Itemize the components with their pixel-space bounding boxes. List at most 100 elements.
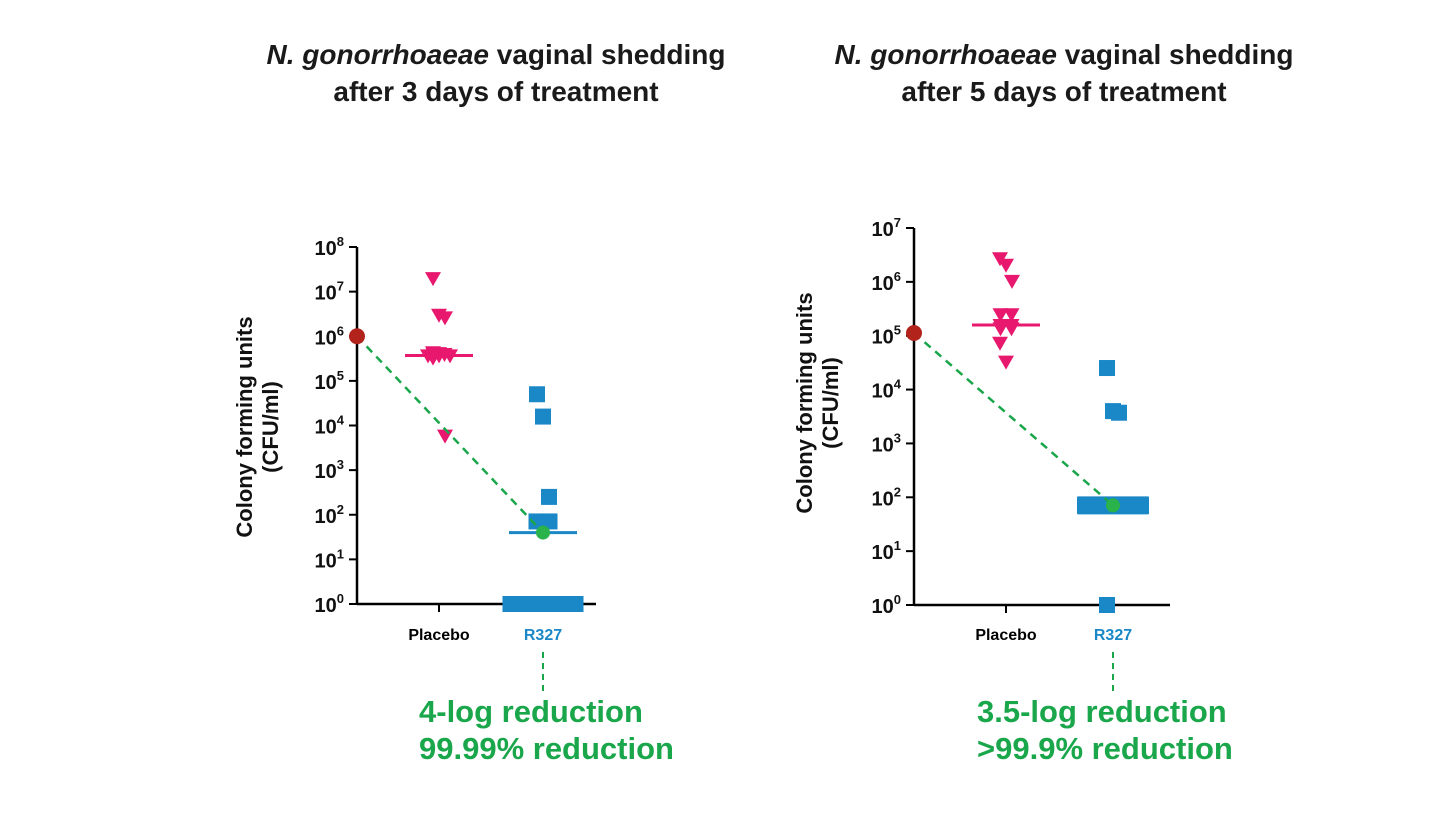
tick-base: 10: [872, 596, 894, 618]
chart-1-y-tick-label: 105: [315, 368, 344, 394]
tick-base: 10: [872, 488, 894, 510]
chart-2-y-tick-label: 102: [872, 484, 901, 510]
tick-exponent: 6: [894, 269, 901, 284]
tick-base: 10: [872, 219, 894, 241]
chart-1-placebo-point: [425, 351, 441, 366]
chart-1-log-reduction: 4-log reduction: [419, 694, 643, 729]
tick-base: 10: [315, 506, 337, 528]
chart-2-placebo-point: [1003, 308, 1020, 323]
chart-1-title-line2: after 3 days of treatment: [333, 76, 659, 107]
chart-1-y-tick-label: 100: [315, 591, 344, 617]
chart-2-r327-point: [1099, 360, 1115, 377]
chart-1-placebo-point: [437, 429, 453, 444]
tick-exponent: 4: [337, 413, 345, 428]
chart-1-title: N. gonorrhoaeae vaginal shedding after 3…: [216, 36, 776, 110]
chart-1-r327-point: [528, 596, 545, 612]
tick-exponent: 4: [894, 377, 902, 392]
tick-exponent: 8: [337, 234, 344, 249]
tick-base: 10: [315, 595, 337, 617]
chart-2-category-label-r327: R327: [1094, 627, 1132, 644]
chart-2-log-reduction: 3.5-log reduction: [977, 694, 1227, 729]
chart-1-y-tick-label: 104: [315, 413, 345, 439]
chart-1-title-species: N. gonorrhoaeae: [266, 39, 489, 70]
chart-1-placebo-point: [437, 311, 453, 326]
tick-exponent: 7: [894, 215, 901, 230]
chart-2-r327-median-dot: [1106, 498, 1120, 513]
chart-1-percent-reduction: 99.99% reduction: [419, 731, 674, 766]
chart-2-placebo-point: [998, 258, 1014, 273]
chart-1-y-tick-label: 103: [315, 457, 344, 483]
chart-1-r327-point: [541, 513, 558, 530]
chart-1-placebo-point: [442, 349, 458, 364]
chart-1-r327-point: [529, 386, 545, 403]
chart-1-title-rest: vaginal shedding: [489, 39, 726, 70]
chart-2-placebo-point: [1003, 322, 1020, 337]
tick-exponent: 5: [337, 368, 344, 383]
chart-1-category-label-placebo: Placebo: [408, 627, 470, 644]
chart-1-r327-point: [502, 596, 519, 612]
chart-2-placebo-point: [992, 308, 1009, 323]
chart-2-y-tick-label: 107: [872, 215, 901, 241]
tick-base: 10: [315, 283, 337, 305]
tick-base: 10: [872, 273, 894, 295]
chart-1-r327-point: [528, 513, 545, 530]
tick-exponent: 5: [894, 323, 901, 338]
chart-2-title-species: N. gonorrhoaeae: [834, 39, 1057, 70]
chart-1-r327-point: [535, 408, 551, 425]
chart-2-y-tick-label: 105: [872, 323, 901, 349]
chart-1-y-tick-label: 106: [315, 323, 344, 349]
chart-2-placebo-point: [992, 322, 1009, 337]
chart-2-title-rest: vaginal shedding: [1057, 39, 1294, 70]
tick-exponent: 7: [337, 279, 344, 294]
chart-1-y-tick-label: 101: [315, 546, 344, 572]
tick-base: 10: [872, 381, 894, 403]
chart-1-placebo-median-dot: [349, 328, 365, 345]
chart-2-r327-point: [1111, 404, 1127, 421]
chart-1-r327-point: [554, 596, 571, 612]
chart-1-r327-point: [541, 596, 558, 612]
chart-1-r327-point: [567, 596, 584, 612]
tick-base: 10: [315, 550, 337, 572]
tick-exponent: 3: [894, 430, 901, 445]
tick-exponent: 0: [894, 592, 901, 607]
chart-2-placebo-point: [1004, 274, 1020, 289]
chart-2-reduction-note: 3.5-log reduction >99.9% reduction: [977, 693, 1233, 767]
chart-1-reduction-trend-line: [356, 335, 544, 534]
chart-2-y-tick-label: 101: [872, 538, 901, 564]
chart-2-title: N. gonorrhoaeae vaginal shedding after 5…: [784, 36, 1344, 110]
chart-2-y-tick-label: 104: [872, 377, 902, 403]
tick-base: 10: [315, 327, 337, 349]
tick-exponent: 0: [337, 591, 344, 606]
chart-2-reduction-trend-line: [913, 332, 1114, 507]
chart-2-placebo-point: [992, 336, 1008, 351]
chart-1-r327-point: [541, 488, 557, 505]
chart-2-percent-reduction: >99.9% reduction: [977, 731, 1233, 766]
tick-base: 10: [315, 372, 337, 394]
chart-1-category-label-r327: R327: [524, 627, 562, 644]
chart-2-y-tick-label: 106: [872, 269, 901, 295]
chart-2-category-label-placebo: Placebo: [975, 627, 1037, 644]
tick-base: 10: [872, 542, 894, 564]
tick-exponent: 3: [337, 457, 344, 472]
chart-1-reduction-note: 4-log reduction 99.99% reduction: [419, 693, 674, 767]
tick-exponent: 2: [337, 502, 344, 517]
chart-2-title-line2: after 5 days of treatment: [901, 76, 1227, 107]
chart-1-r327-median-dot: [536, 525, 550, 540]
chart-1-y-tick-label: 107: [315, 279, 344, 305]
tick-base: 10: [315, 461, 337, 483]
tick-base: 10: [872, 434, 894, 456]
chart-2-placebo-median-dot: [906, 325, 922, 342]
chart-2-y-tick-label: 103: [872, 430, 901, 456]
tick-exponent: 1: [894, 538, 901, 553]
chart-1-y-tick-label: 108: [315, 234, 344, 260]
chart-2-r327-point: [1099, 597, 1115, 613]
chart-1-r327-point: [515, 596, 532, 612]
chart-1-y-tick-label: 102: [315, 502, 344, 528]
tick-exponent: 6: [337, 323, 344, 338]
chart-1-placebo-point: [425, 272, 441, 287]
tick-exponent: 1: [337, 546, 344, 561]
chart-2-placebo-point: [998, 355, 1014, 370]
chart-2-y-tick-label: 100: [872, 592, 901, 618]
tick-base: 10: [872, 327, 894, 349]
